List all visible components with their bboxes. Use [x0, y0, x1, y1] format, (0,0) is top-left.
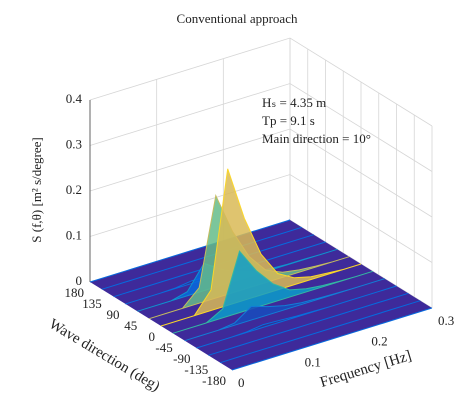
x-tick-label: 0.3	[438, 313, 454, 328]
y-tick-label: -45	[155, 340, 172, 355]
grid-line	[89, 83, 433, 172]
x-tick-label: 0.2	[371, 334, 387, 349]
surface-ridge	[172, 250, 373, 334]
y-tick-label: 0	[149, 329, 156, 344]
y-tick-label: 90	[107, 307, 120, 322]
surface-ridge	[231, 307, 433, 371]
x-tick-label: 0	[238, 375, 245, 390]
annotation: Main direction = 10°	[262, 131, 371, 146]
z-tick-label: 0	[76, 273, 83, 288]
surface-ridge	[208, 292, 409, 356]
y-tick-label: -135	[184, 362, 208, 377]
z-tick-label: 0.2	[66, 182, 82, 197]
y-axis-label: Wave direction (deg)	[46, 316, 162, 395]
surface-ridge	[184, 278, 385, 342]
surface-ridge	[220, 300, 421, 364]
z-axis-label: S (f,θ) [m² s/degree]	[29, 137, 44, 242]
y-tick-label: 135	[82, 296, 102, 311]
y-tick-label: 45	[124, 318, 137, 333]
y-tick-label: -90	[173, 351, 190, 366]
grid-line	[89, 37, 433, 127]
annotation: Tp = 9.1 s	[262, 113, 315, 128]
y-tick-label: -180	[202, 373, 226, 388]
y-tick-label: 180	[65, 285, 85, 300]
annotation: Hₛ = 4.35 m	[262, 95, 326, 110]
z-tick-label: 0.1	[66, 227, 82, 242]
x-tick-label: 0.1	[305, 354, 321, 369]
z-tick-label: 0.3	[66, 136, 82, 151]
z-tick-label: 0.4	[66, 91, 83, 106]
surface-ridge	[89, 219, 291, 283]
grid-line	[89, 128, 433, 218]
x-axis-label: Frequency [Hz]	[318, 348, 413, 391]
chart-title: Conventional approach	[177, 11, 298, 26]
surface-ridge	[196, 285, 397, 349]
